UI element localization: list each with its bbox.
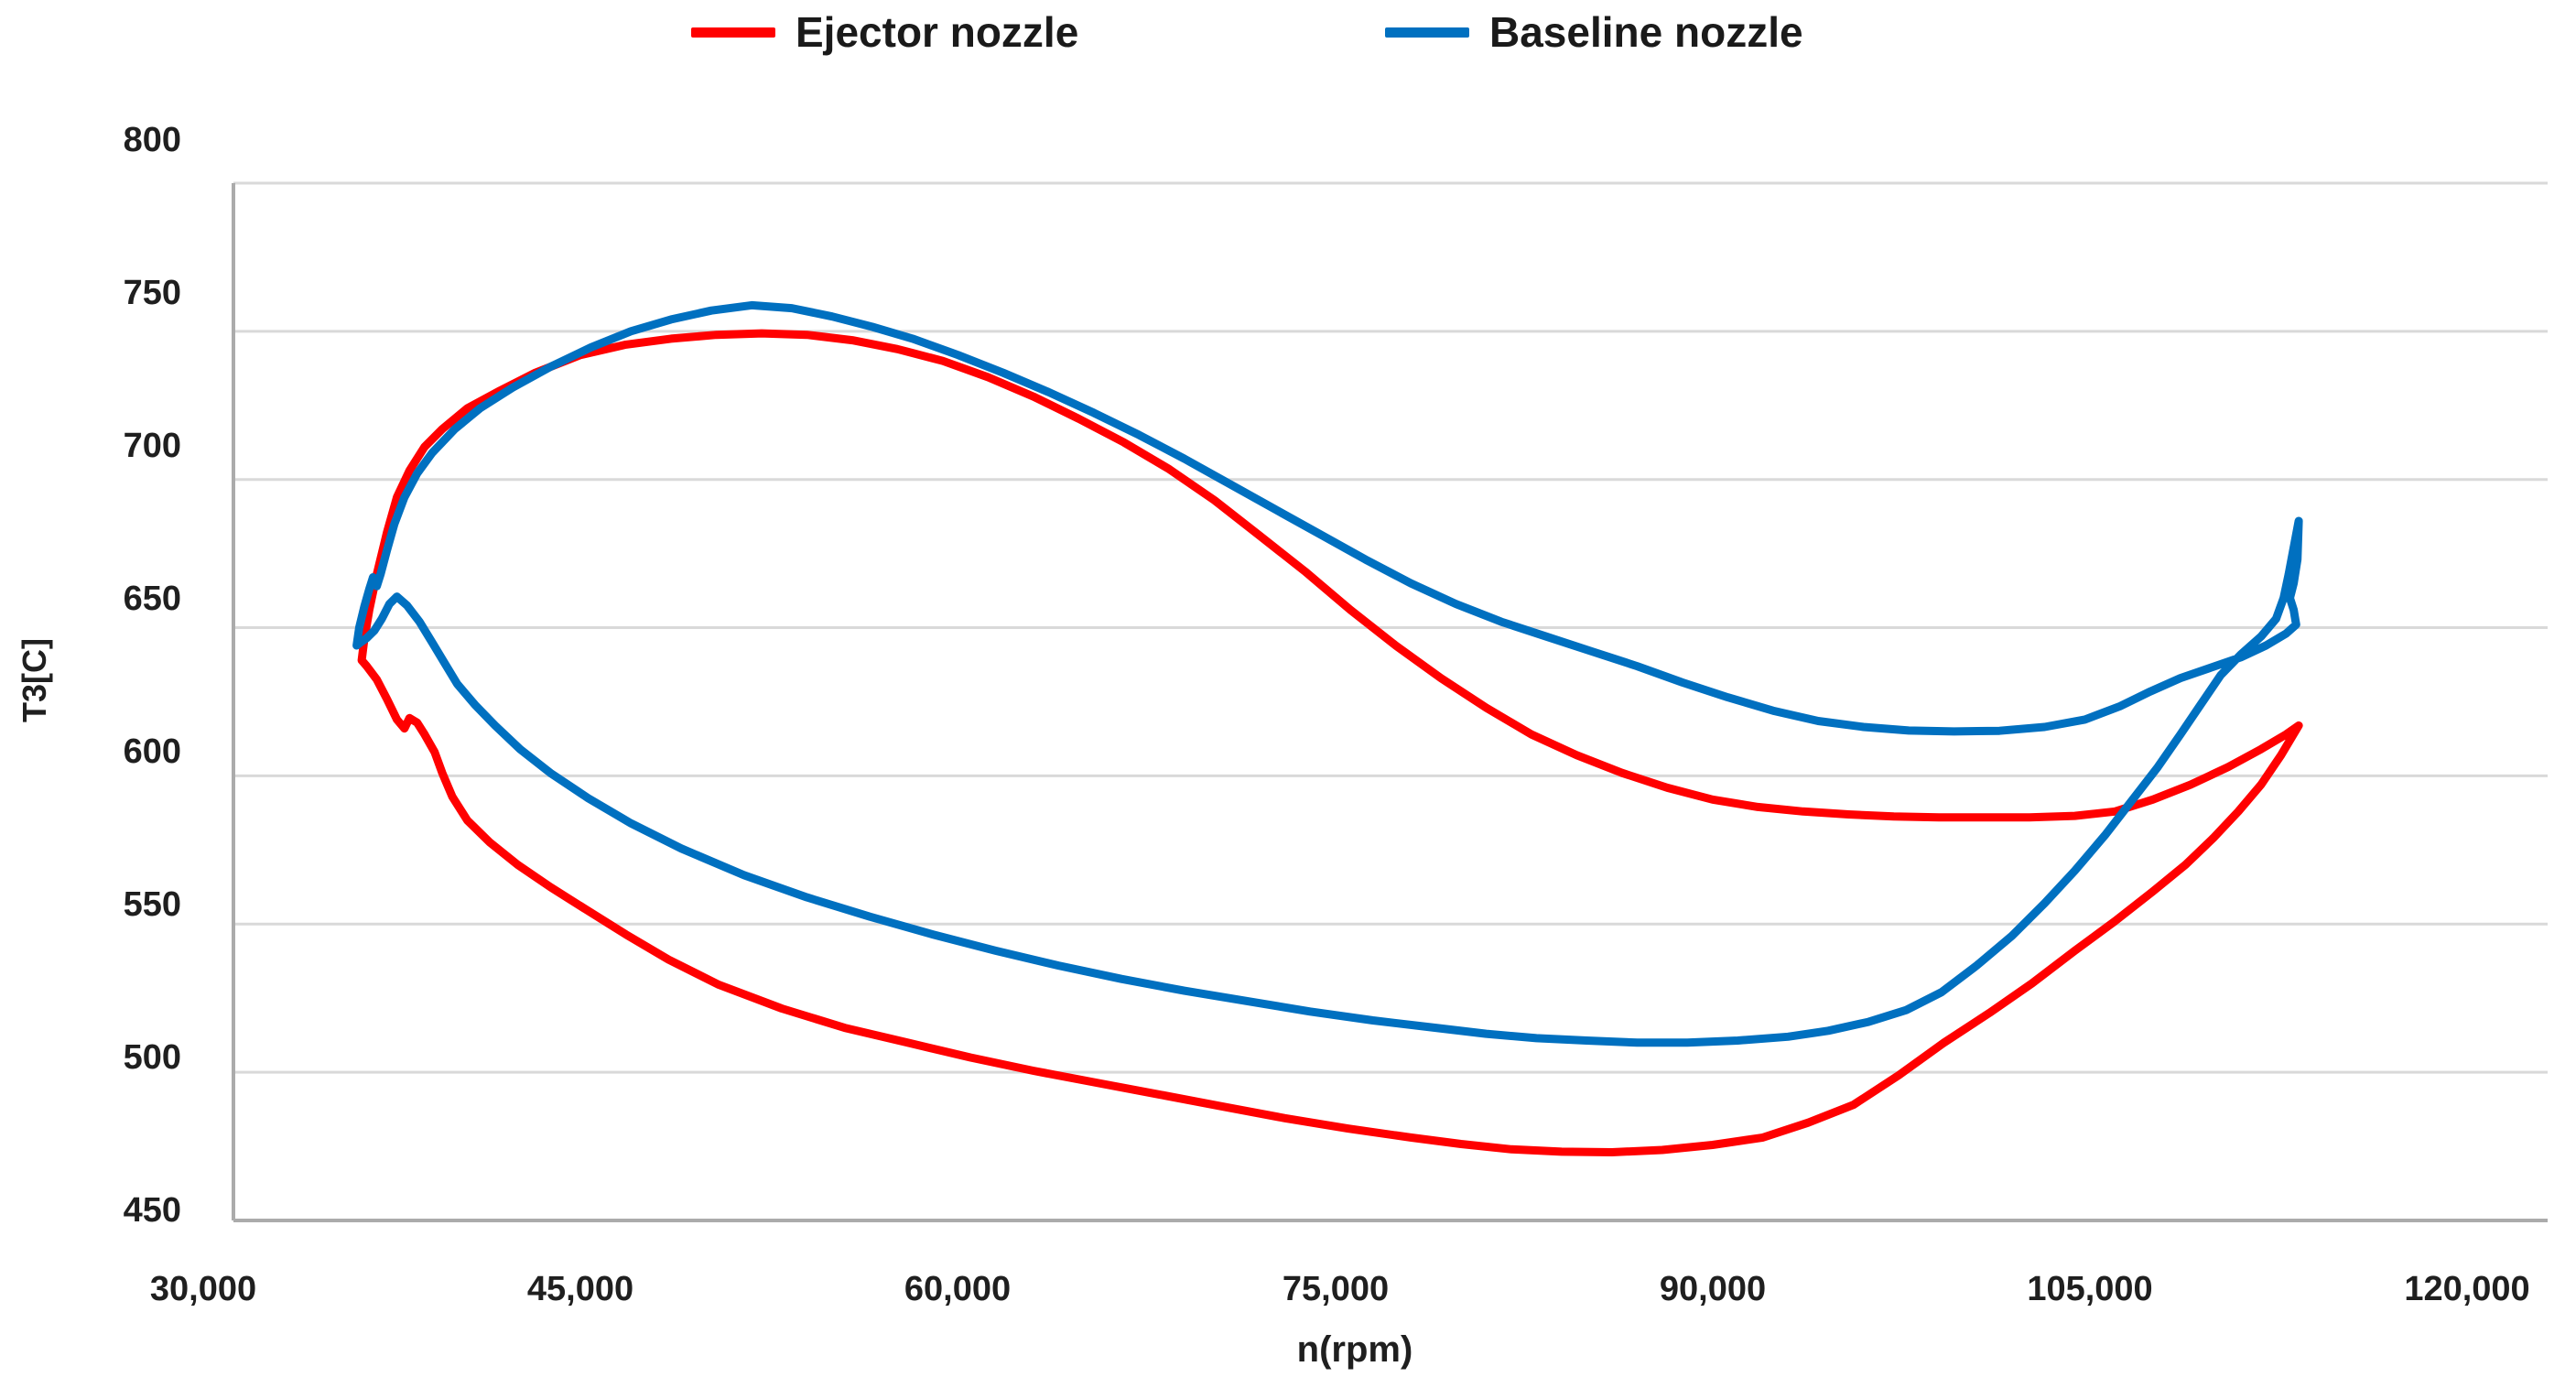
legend-item-baseline: Baseline nozzle: [1385, 0, 1803, 64]
y-tick-800: 800: [123, 121, 181, 159]
ejector-line-swatch: [691, 27, 775, 38]
chart-legend: Ejector nozzle Baseline nozzle: [0, 0, 2576, 64]
legend-label-ejector: Ejector nozzle: [796, 8, 1079, 56]
x-tick-60000: 60,000: [904, 1270, 1012, 1308]
x-tick-90000: 90,000: [1659, 1270, 1767, 1308]
y-tick-450: 450: [123, 1191, 181, 1230]
y-tick-600: 600: [123, 732, 181, 771]
x-axis-title: n(rpm): [1296, 1329, 1413, 1370]
x-tick-30000: 30,000: [149, 1270, 257, 1308]
axis-lines: [232, 183, 2548, 1222]
ejector-series-line: [357, 329, 2303, 1156]
legend-item-ejector: Ejector nozzle: [691, 0, 1078, 64]
gridlines: [233, 181, 2548, 1074]
x-tick-120000: 120,000: [2404, 1270, 2530, 1308]
baseline-series-line: [352, 300, 2303, 1047]
x-tick-105000: 105,000: [2027, 1270, 2153, 1308]
y-tick-750: 750: [123, 274, 181, 312]
series-lines: [352, 300, 2303, 1156]
y-tick-500: 500: [123, 1038, 181, 1077]
y-tick-650: 650: [123, 580, 181, 618]
y-axis-title: T3[C]: [16, 638, 53, 722]
legend-label-baseline: Baseline nozzle: [1489, 8, 1803, 56]
x-tick-45000: 45,000: [526, 1270, 634, 1308]
y-tick-550: 550: [123, 885, 181, 924]
x-tick-75000: 75,000: [1282, 1270, 1390, 1308]
y-tick-700: 700: [123, 427, 181, 465]
baseline-line-swatch: [1385, 27, 1469, 38]
